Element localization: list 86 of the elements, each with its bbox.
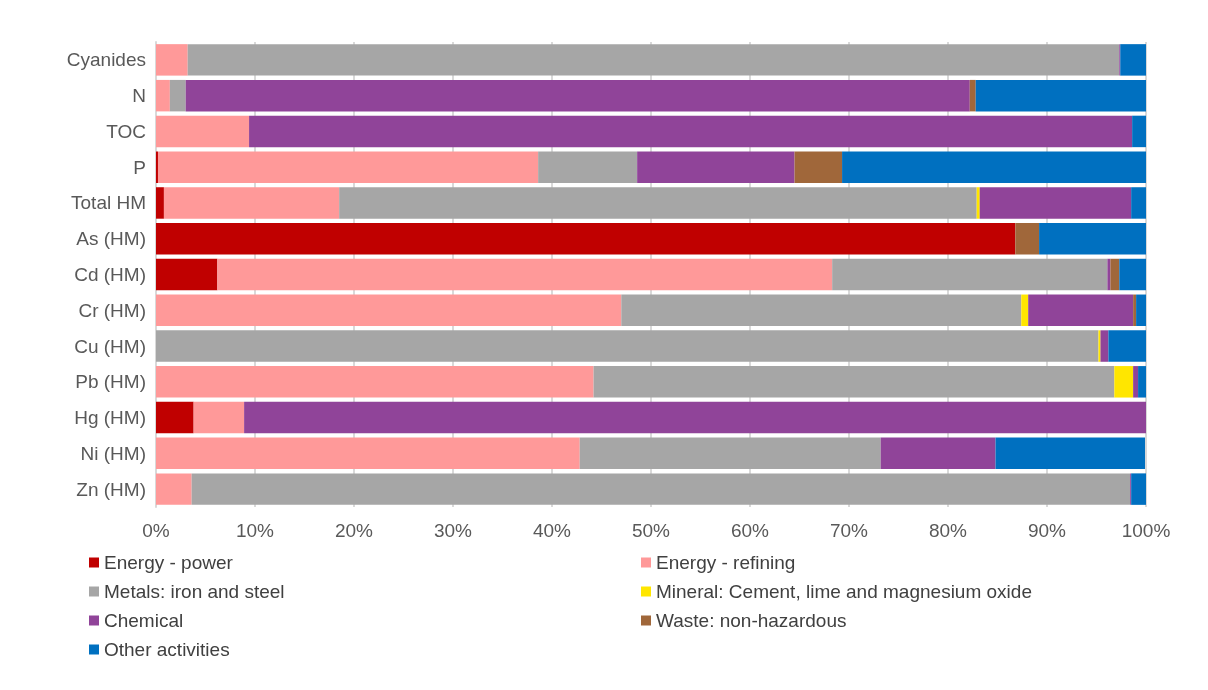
x-tick-label: 90% (1027, 520, 1067, 541)
x-tick-label: 50% (631, 520, 671, 541)
y-tick-label: Hg (HM) (74, 407, 146, 429)
bar (156, 187, 164, 219)
x-tick-label: 100% (1121, 520, 1171, 541)
bar (880, 437, 996, 470)
bar (217, 258, 833, 291)
y-tick-label: Total HM (71, 192, 146, 214)
bar (156, 44, 188, 76)
bar (832, 258, 1108, 291)
bar (193, 401, 245, 434)
x-tick-label: 10% (235, 520, 275, 541)
bar (976, 187, 980, 219)
bar (1133, 366, 1139, 398)
bar (842, 151, 1146, 183)
bar (187, 44, 1120, 76)
y-tick-label: Ni (HM) (80, 442, 146, 464)
legend-label: Mineral: Cement, lime and magnesium oxide (656, 581, 1032, 602)
bar (969, 79, 976, 112)
bar (156, 222, 1016, 255)
y-tick-label: Cyanides (66, 49, 146, 71)
bar (156, 79, 170, 112)
x-tick-label: 80% (928, 520, 968, 541)
bar (637, 151, 795, 183)
bar (339, 187, 977, 219)
legend-label: Chemical (104, 610, 184, 631)
bar (169, 79, 186, 112)
bar (1132, 115, 1146, 148)
bar (1138, 366, 1146, 398)
bar (156, 115, 250, 148)
bar (156, 437, 580, 470)
bar (156, 258, 218, 291)
bar (249, 115, 1133, 148)
y-tick-label: Zn (HM) (76, 478, 146, 500)
bar (156, 330, 1099, 362)
x-tick-label: 60% (730, 520, 770, 541)
x-tick-label: 0% (142, 520, 170, 541)
bar (579, 437, 881, 470)
bar (157, 151, 539, 183)
bar (244, 401, 1146, 434)
x-tick-label: 30% (433, 520, 473, 541)
bar (1015, 222, 1040, 255)
bar (979, 187, 1132, 219)
bar (975, 79, 1146, 112)
bar (1028, 294, 1134, 327)
legend-label: Metals: iron and steel (104, 581, 285, 602)
legend-label: Waste: non-hazardous (656, 610, 847, 631)
bar (156, 294, 622, 327)
bar (1100, 330, 1109, 362)
bar (156, 401, 194, 434)
bar (156, 473, 192, 505)
bar (538, 151, 638, 183)
bar (1119, 258, 1146, 291)
bar (1107, 258, 1111, 291)
bar (1114, 366, 1134, 398)
x-tick-label: 40% (532, 520, 572, 541)
bar (1136, 294, 1146, 327)
bar (794, 151, 843, 183)
legend-label: Other activities (104, 639, 230, 660)
bar (995, 437, 1146, 470)
bar (1039, 222, 1146, 255)
bar (1131, 473, 1146, 505)
bar (191, 473, 1131, 505)
legend-label: Energy - power (104, 552, 234, 573)
bar (1021, 294, 1029, 327)
x-tick-label: 70% (829, 520, 869, 541)
x-tick-label: 20% (334, 520, 374, 541)
y-tick-label: As (HM) (76, 228, 146, 250)
y-tick-label: Pb (HM) (75, 371, 146, 393)
y-tick-label: TOC (106, 120, 146, 142)
bar (185, 79, 970, 112)
y-tick-label: Cd (HM) (74, 264, 146, 285)
y-tick-label: N (132, 85, 146, 107)
bar (1131, 187, 1146, 219)
bar (156, 366, 594, 398)
y-tick-label: Cu (HM) (74, 335, 146, 357)
y-tick-label: Cr (HM) (78, 299, 146, 321)
y-tick-label: P (133, 156, 146, 178)
bar (1120, 44, 1146, 76)
bar (621, 294, 1022, 327)
legend-label: Energy - refining (656, 552, 796, 573)
bar (593, 366, 1115, 398)
bar (1108, 330, 1146, 362)
bar (1110, 258, 1120, 291)
bar (163, 187, 340, 219)
bar (1133, 294, 1137, 327)
